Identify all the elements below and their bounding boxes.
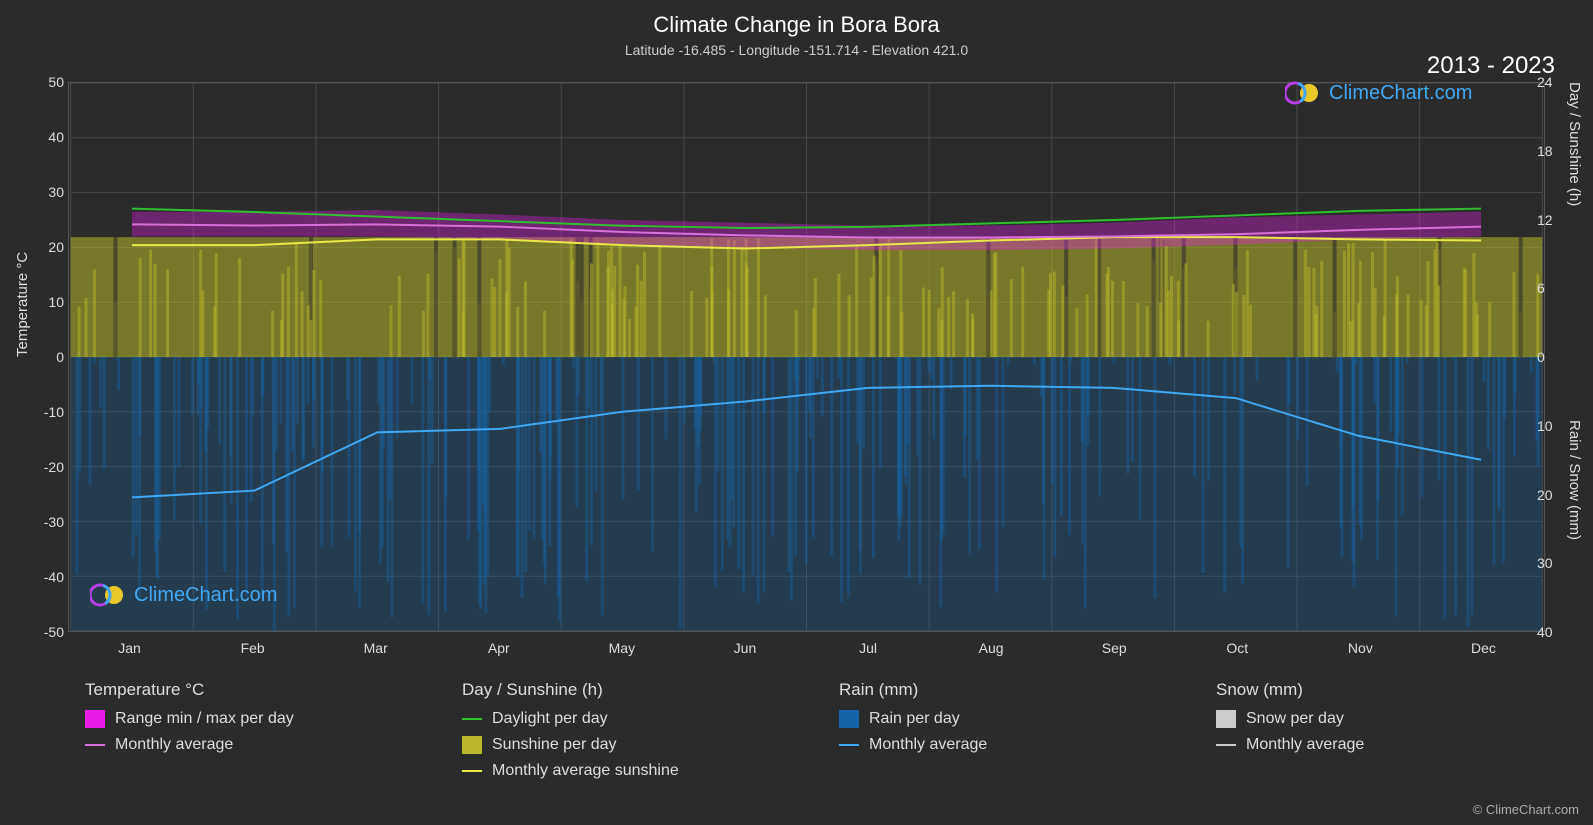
- legend-header: Temperature °C: [85, 680, 422, 700]
- legend-item: Range min / max per day: [85, 710, 422, 728]
- legend-group: Temperature °C Range min / max per day Mon…: [85, 680, 422, 788]
- legend-line-icon: [462, 770, 482, 772]
- legend-line-icon: [462, 718, 482, 720]
- left-tick: -20: [36, 459, 64, 475]
- climate-chart: Climate Change in Bora Bora Latitude -16…: [0, 0, 1593, 825]
- right-tick-rain: 10: [1537, 418, 1563, 434]
- climechart-logo-icon: [1285, 80, 1321, 106]
- left-tick: 10: [36, 294, 64, 310]
- left-tick: -50: [36, 624, 64, 640]
- right-tick-rain: 20: [1537, 487, 1563, 503]
- legend-label: Sunshine per day: [492, 736, 617, 754]
- left-tick: 30: [36, 184, 64, 200]
- legend-header: Day / Sunshine (h): [462, 680, 799, 700]
- legend-label: Range min / max per day: [115, 710, 294, 728]
- plot-area: [68, 82, 1545, 632]
- left-tick: -40: [36, 569, 64, 585]
- watermark-text: ClimeChart.com: [134, 584, 277, 607]
- right-tick-hours: 0: [1537, 349, 1563, 365]
- month-tick: Mar: [364, 640, 388, 656]
- legend-swatch-icon: [839, 710, 859, 728]
- year-range: 2013 - 2023: [1427, 52, 1555, 80]
- legend-swatch-icon: [462, 736, 482, 754]
- month-tick: May: [609, 640, 635, 656]
- legend-label: Snow per day: [1246, 710, 1344, 728]
- left-tick: -30: [36, 514, 64, 530]
- legend-item: Monthly average sunshine: [462, 762, 799, 780]
- legend-label: Monthly average: [869, 736, 987, 754]
- climechart-logo-icon: [90, 582, 126, 608]
- watermark: ClimeChart.com: [1285, 80, 1472, 106]
- legend-label: Monthly average: [115, 736, 233, 754]
- right-tick-hours: 24: [1537, 74, 1563, 90]
- watermark-text: ClimeChart.com: [1329, 82, 1472, 105]
- month-tick: Jul: [859, 640, 877, 656]
- legend-item: Sunshine per day: [462, 736, 799, 754]
- legend-item: Snow per day: [1216, 710, 1553, 728]
- title-block: Climate Change in Bora Bora Latitude -16…: [0, 0, 1593, 58]
- legend-group: Snow (mm) Snow per day Monthly average: [1216, 680, 1553, 788]
- left-tick: 50: [36, 74, 64, 90]
- right-tick-hours: 18: [1537, 143, 1563, 159]
- month-tick: Oct: [1226, 640, 1248, 656]
- month-tick: Aug: [979, 640, 1004, 656]
- legend-item: Rain per day: [839, 710, 1176, 728]
- month-tick: Jan: [118, 640, 141, 656]
- plot-svg: [69, 83, 1544, 631]
- legend-header: Rain (mm): [839, 680, 1176, 700]
- month-tick: Nov: [1348, 640, 1373, 656]
- month-tick: Apr: [488, 640, 510, 656]
- legend-swatch-icon: [1216, 710, 1236, 728]
- y-axis-left-label: Temperature °C: [14, 252, 31, 357]
- legend-line-icon: [1216, 744, 1236, 746]
- month-tick: Dec: [1471, 640, 1496, 656]
- month-tick: Sep: [1102, 640, 1127, 656]
- right-tick-rain: 30: [1537, 555, 1563, 571]
- watermark: ClimeChart.com: [90, 582, 277, 608]
- legend-label: Monthly average sunshine: [492, 762, 679, 780]
- legend-item: Monthly average: [85, 736, 422, 754]
- legend-label: Daylight per day: [492, 710, 608, 728]
- left-tick: -10: [36, 404, 64, 420]
- legend-group: Day / Sunshine (h) Daylight per day Sunshi…: [462, 680, 799, 788]
- legend-swatch-icon: [85, 710, 105, 728]
- chart-title: Climate Change in Bora Bora: [0, 12, 1593, 38]
- legend-label: Monthly average: [1246, 736, 1364, 754]
- left-tick: 0: [36, 349, 64, 365]
- right-tick-hours: 12: [1537, 212, 1563, 228]
- right-tick-rain: 40: [1537, 624, 1563, 640]
- left-tick: 40: [36, 129, 64, 145]
- legend-item: Monthly average: [1216, 736, 1553, 754]
- legend-group: Rain (mm) Rain per day Monthly average: [839, 680, 1176, 788]
- legend: Temperature °C Range min / max per day Mon…: [85, 680, 1553, 788]
- right-tick-hours: 6: [1537, 280, 1563, 296]
- legend-label: Rain per day: [869, 710, 960, 728]
- month-tick: Jun: [734, 640, 757, 656]
- month-tick: Feb: [241, 640, 265, 656]
- legend-item: Monthly average: [839, 736, 1176, 754]
- copyright: © ClimeChart.com: [1473, 802, 1579, 817]
- legend-line-icon: [85, 744, 105, 746]
- legend-header: Snow (mm): [1216, 680, 1553, 700]
- legend-line-icon: [839, 744, 859, 746]
- chart-subtitle: Latitude -16.485 - Longitude -151.714 - …: [0, 42, 1593, 58]
- legend-item: Daylight per day: [462, 710, 799, 728]
- y-axis-right-bottom-label: Rain / Snow (mm): [1566, 420, 1583, 540]
- left-tick: 20: [36, 239, 64, 255]
- y-axis-right-top-label: Day / Sunshine (h): [1566, 82, 1583, 206]
